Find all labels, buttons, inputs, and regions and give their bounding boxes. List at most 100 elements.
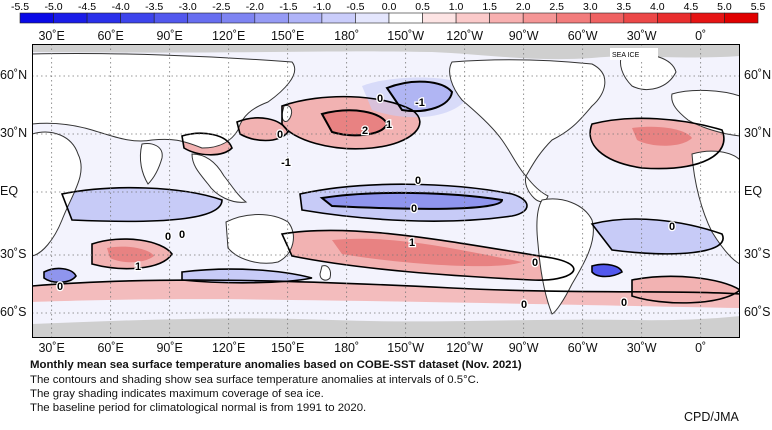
- colorbar-tick-label: -4.0: [112, 1, 130, 13]
- contour-label: -1: [415, 97, 425, 109]
- colorbar-tick-label: 0.5: [415, 1, 430, 13]
- longitude-label: 0˚: [695, 29, 707, 43]
- colorbar-swatch: [623, 12, 658, 24]
- longitude-label: 60˚W: [567, 341, 598, 355]
- latitude-label-right: 30˚S: [744, 247, 771, 261]
- longitude-label: 120˚E: [211, 29, 246, 43]
- colorbar-tick-label: -2.0: [246, 1, 264, 13]
- contour-label: 0: [669, 221, 675, 233]
- colorbar-tick-label: 1.0: [449, 1, 464, 13]
- contour-label: 1: [409, 237, 415, 249]
- longitude-label: 30˚E: [38, 341, 65, 355]
- longitude-label: 180˚: [334, 341, 360, 355]
- longitude-labels-top: 30˚E 60˚E 90˚E 120˚E 150˚E 180˚ 150˚W 120˚W 90˚W…: [0, 29, 772, 45]
- latitude-label-left: 60˚N: [0, 68, 28, 82]
- longitude-label: 120˚E: [211, 341, 246, 355]
- landmass-southeast-asia: [191, 153, 248, 203]
- colorbar-swatches: [19, 12, 759, 24]
- longitude-label: 150˚W: [387, 29, 425, 43]
- colorbar-swatch: [153, 12, 189, 24]
- contour-label: 0: [415, 175, 421, 187]
- longitude-label: 150˚E: [270, 341, 305, 355]
- landmass-new-zealand: [319, 265, 331, 281]
- colorbar-tick-label: -1.5: [279, 1, 297, 13]
- longitude-label: 180˚: [334, 29, 360, 43]
- landmass-africa-east: [691, 150, 740, 265]
- colorbar-tick-label: 5.0: [717, 1, 732, 13]
- landmass-north-america: [449, 59, 606, 177]
- sea-ice-label: SEA ICE: [612, 52, 640, 59]
- longitude-label: 90˚E: [156, 341, 183, 355]
- colorbar-swatch: [489, 12, 524, 24]
- sea-ice-shading: [32, 44, 740, 338]
- landmass-eurasia: [32, 52, 295, 149]
- colorbar-swatch: [53, 12, 88, 24]
- contour-label: 1: [135, 261, 141, 273]
- colorbar-tick-label: 1.5: [482, 1, 497, 13]
- longitude-label: 30˚W: [626, 29, 657, 43]
- contour-label: 0: [57, 281, 63, 293]
- colorbar-swatch: [422, 12, 457, 24]
- colorbar-swatch: [355, 12, 390, 24]
- colorbar-swatch: [220, 12, 256, 24]
- contour-label: 0: [521, 299, 527, 311]
- colorbar-swatch: [657, 12, 692, 24]
- landmass-africa: [32, 131, 82, 257]
- contour-label: 0: [377, 93, 383, 105]
- longitude-label: 0˚: [695, 341, 707, 355]
- latitude-label-left: EQ: [0, 184, 19, 198]
- colorbar-tick-label: 4.5: [684, 1, 699, 13]
- colorbar-tick-label: 4.0: [650, 1, 665, 13]
- colorbar-swatch: [120, 12, 155, 24]
- contour-label: -1: [281, 157, 291, 169]
- longitude-label: 60˚E: [97, 341, 124, 355]
- caption-line-3: The baseline period for climatological n…: [30, 402, 367, 414]
- colorbar-swatch: [690, 12, 725, 24]
- longitude-label: 150˚E: [270, 29, 305, 43]
- colorbar-tick-label: -0.5: [346, 1, 364, 13]
- latitude-label-left: 30˚S: [0, 247, 27, 261]
- latitude-label-right: 30˚N: [744, 126, 772, 140]
- colorbar-tick-label: 3.5: [617, 1, 632, 13]
- longitude-label: 120˚W: [446, 29, 484, 43]
- sea-ice-legend: SEA ICE: [610, 48, 658, 60]
- colorbar-tick-label: 2.5: [549, 1, 564, 13]
- contour-label: 0: [179, 229, 185, 241]
- colorbar-swatch: [724, 12, 759, 24]
- longitude-label: 120˚W: [446, 341, 484, 355]
- colorbar-swatch: [556, 12, 591, 24]
- colorbar-tick-label: -1.0: [313, 1, 331, 13]
- colorbar-tick-label: -5.0: [44, 1, 62, 13]
- colorbar-swatch: [321, 12, 356, 24]
- longitude-labels-bottom: 30˚E 60˚E 90˚E 120˚E 150˚E 180˚ 150˚W 120˚W 90˚W…: [0, 341, 772, 357]
- longitude-label: 90˚W: [508, 29, 539, 43]
- contour-label: 0: [411, 203, 417, 215]
- colorbar: -5.5 -5.0 -4.5 -4.0 -3.5 -3.0 -2.5 -2.0 -1.5 -1.0…: [11, 1, 766, 24]
- longitude-label: 90˚W: [508, 341, 539, 355]
- contour-label: 1: [386, 119, 392, 131]
- colorbar-swatch: [589, 12, 625, 24]
- longitude-label: 150˚W: [387, 341, 425, 355]
- map-frame: [32, 44, 740, 338]
- graticule: [32, 44, 740, 338]
- caption-line-1: The contours and shading show sea surfac…: [30, 374, 480, 386]
- colorbar-tick-label: -3.5: [145, 1, 163, 13]
- colorbar-tick-label: -5.5: [11, 1, 29, 13]
- landmass-australia: [225, 214, 294, 264]
- longitude-label: 60˚E: [97, 29, 124, 43]
- contour-label: 2: [362, 125, 368, 137]
- colorbar-tick-label: 2.0: [516, 1, 531, 13]
- colorbar-swatch: [388, 12, 423, 24]
- anomaly-contours: [32, 80, 740, 304]
- colorbar-tick-label: -4.5: [78, 1, 96, 13]
- latitude-label-right: 60˚S: [744, 305, 771, 319]
- caption-line-2: The gray shading indicates maximum cover…: [30, 388, 324, 400]
- colorbar-tick-label: -2.5: [212, 1, 230, 13]
- longitude-label: 30˚W: [626, 341, 657, 355]
- colorbar-tick-label: 5.5: [751, 1, 766, 13]
- landmass-south-america: [536, 198, 594, 315]
- colorbar-tick-label: 3.0: [583, 1, 598, 13]
- latitude-label-right: EQ: [744, 184, 763, 198]
